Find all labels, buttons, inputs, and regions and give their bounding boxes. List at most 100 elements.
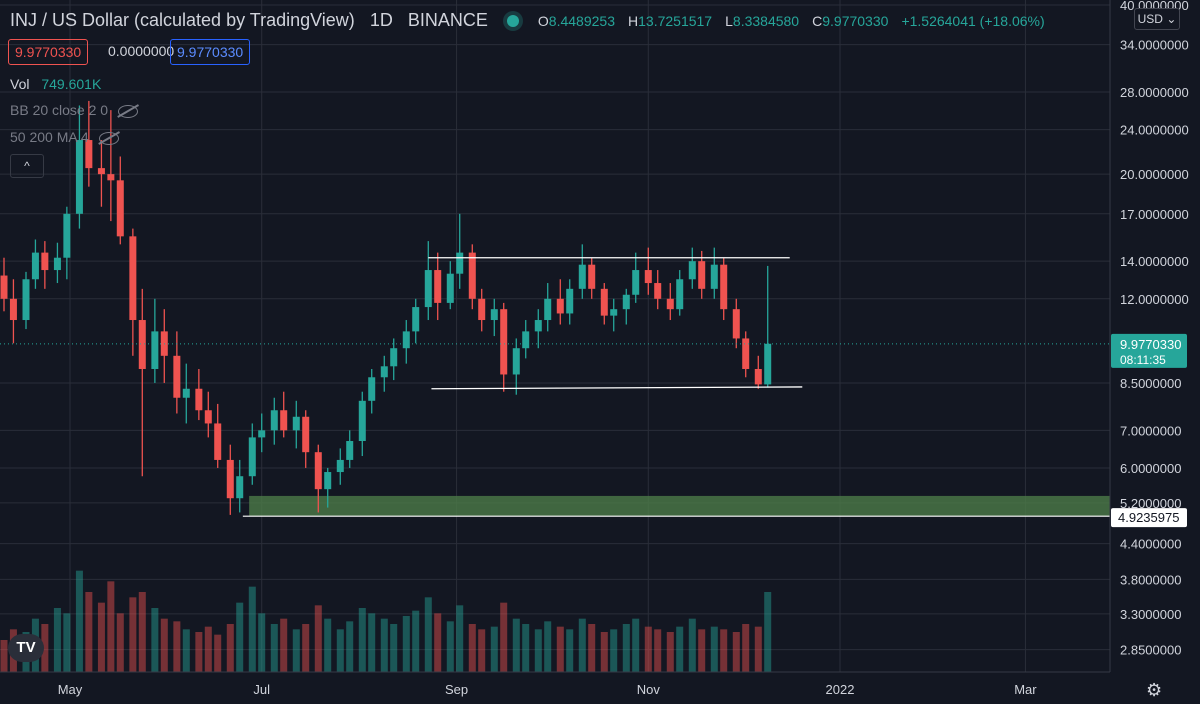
candle xyxy=(632,252,640,303)
candle xyxy=(446,261,454,310)
volume-bar xyxy=(63,613,71,672)
symbol-title[interactable]: INJ / US Dollar (calculated by TradingVi… xyxy=(10,10,355,30)
buy-price-pill[interactable]: 9.9770330 xyxy=(170,39,251,65)
candle xyxy=(0,257,8,312)
volume-bars xyxy=(0,570,772,672)
volume-bar xyxy=(490,626,498,672)
volume-bar xyxy=(280,618,288,672)
candle-body xyxy=(534,320,542,332)
hidden-eye-icon[interactable] xyxy=(118,104,139,118)
collapse-indicators-button[interactable]: ^ xyxy=(10,154,44,178)
candle xyxy=(478,288,486,332)
volume-bar xyxy=(41,624,49,672)
candle xyxy=(600,283,608,325)
volume-bar xyxy=(446,621,454,672)
candle-body xyxy=(522,331,530,349)
candle xyxy=(380,355,388,392)
candle xyxy=(63,206,71,280)
candle-body xyxy=(182,388,190,398)
candle xyxy=(644,247,652,295)
market-status-icon xyxy=(506,15,519,28)
candle-body xyxy=(0,275,8,299)
candle-body xyxy=(390,348,398,367)
volume-bar xyxy=(346,621,354,672)
volume-bar xyxy=(380,618,388,672)
candle xyxy=(9,279,17,344)
volume-bar xyxy=(173,621,181,672)
candle-body xyxy=(31,252,39,280)
candle-body xyxy=(456,252,464,274)
volume-bar xyxy=(556,626,564,672)
candle xyxy=(302,410,310,468)
volume-bar xyxy=(270,624,278,672)
time-tick-label: Nov xyxy=(637,682,661,697)
hidden-eye-icon[interactable] xyxy=(98,131,119,145)
bb-indicator-label: BB 20 close 2 0 xyxy=(10,102,109,118)
currency-selector[interactable]: USD ⌄ xyxy=(1134,8,1180,30)
bb-indicator[interactable]: BB 20 close 2 0 xyxy=(10,102,139,118)
candle-body xyxy=(107,174,115,181)
ma-indicator[interactable]: 50 200 MA 4 xyxy=(10,129,119,145)
candle xyxy=(424,241,432,321)
candle xyxy=(522,320,530,359)
candle-body xyxy=(698,261,706,289)
candle xyxy=(292,400,300,449)
demand-zone xyxy=(249,495,1111,517)
candle-body xyxy=(236,476,244,499)
volume-bar xyxy=(129,597,137,672)
tradingview-logo[interactable]: TV xyxy=(8,634,44,662)
candle-body xyxy=(314,452,322,490)
candle-body xyxy=(588,264,596,289)
candle xyxy=(742,331,750,378)
sell-price-pill[interactable]: 9.9770330 xyxy=(8,39,89,65)
price-tick-label: 24.0000000 xyxy=(1120,123,1189,138)
candles xyxy=(0,100,772,515)
volume-bar xyxy=(468,624,476,672)
time-tick-label: Sep xyxy=(445,682,468,697)
candle xyxy=(610,298,618,332)
candle-body xyxy=(380,366,388,378)
candle xyxy=(107,110,115,222)
volume-bar xyxy=(478,629,486,672)
spread-value: 0.0000000 xyxy=(108,43,175,59)
volume-indicator-value: 749.601K xyxy=(41,76,102,92)
candle-body xyxy=(688,261,696,280)
candle xyxy=(129,228,137,356)
volume-bar xyxy=(182,629,190,672)
volume-bar xyxy=(358,608,366,672)
volume-bar xyxy=(402,616,410,672)
symbol-legend: INJ / US Dollar (calculated by TradingVi… xyxy=(10,10,1053,31)
volume-bar xyxy=(214,634,222,672)
price-tick-label: 3.3000000 xyxy=(1120,607,1181,622)
volume-bar xyxy=(600,632,608,672)
gear-icon[interactable]: ⚙ xyxy=(1146,680,1163,700)
ohlc-high-key: H xyxy=(628,13,639,29)
candle-body xyxy=(434,270,442,303)
price-tick-label: 2.8500000 xyxy=(1120,643,1181,658)
price-tick-label: 3.8000000 xyxy=(1120,572,1181,587)
candle-body xyxy=(644,270,652,284)
interval-label[interactable]: 1D xyxy=(369,10,393,30)
candle xyxy=(654,270,662,310)
candle xyxy=(31,239,39,289)
candle-body xyxy=(368,377,376,401)
volume-indicator[interactable]: Vol 749.601K xyxy=(10,76,101,92)
candle-body xyxy=(302,416,310,453)
price-tick-label: 4.4000000 xyxy=(1120,537,1181,552)
candle xyxy=(390,338,398,381)
candle xyxy=(456,213,464,289)
volume-bar xyxy=(610,629,618,672)
volume-bar xyxy=(666,632,674,672)
countdown-label: 08:11:35 xyxy=(1120,353,1166,367)
candle xyxy=(85,100,93,187)
price-tick-label: 28.0000000 xyxy=(1120,85,1189,100)
candle xyxy=(544,283,552,332)
volume-bar xyxy=(424,597,432,672)
candle-body xyxy=(478,298,486,321)
candle xyxy=(698,250,706,299)
candle-body xyxy=(500,309,508,375)
candle xyxy=(556,279,564,325)
volume-bar xyxy=(412,610,420,672)
candle xyxy=(138,288,146,477)
